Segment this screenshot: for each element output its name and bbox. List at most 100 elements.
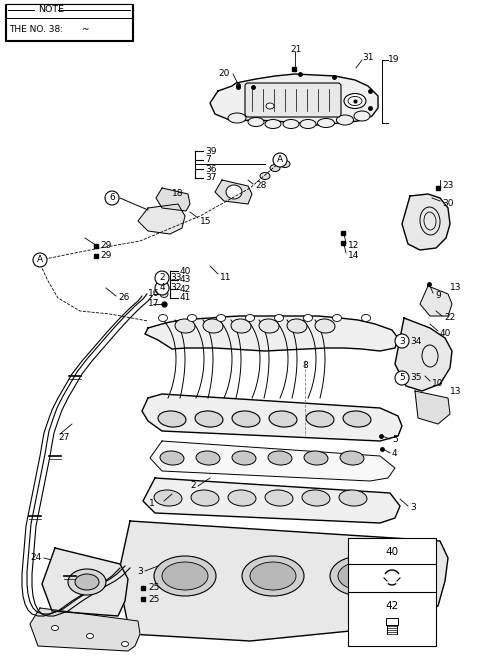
Circle shape [90,25,100,35]
Text: THE NO. 38:: THE NO. 38: [9,26,66,35]
Text: 37: 37 [205,173,216,182]
Text: 14: 14 [348,251,360,260]
Text: 13: 13 [450,283,461,293]
Circle shape [395,334,409,348]
Polygon shape [142,394,402,441]
Ellipse shape [306,411,334,427]
Ellipse shape [265,119,281,129]
Polygon shape [415,391,450,424]
Text: 13: 13 [450,386,461,396]
Ellipse shape [348,96,362,106]
Ellipse shape [300,119,316,129]
Text: 26: 26 [118,293,130,302]
Text: 5: 5 [91,28,96,37]
Text: 32: 32 [170,283,181,293]
Ellipse shape [231,319,251,333]
Text: 11: 11 [220,274,231,283]
Ellipse shape [317,119,335,127]
Polygon shape [145,316,398,351]
Ellipse shape [154,556,216,596]
Text: 10: 10 [432,380,444,388]
Ellipse shape [195,411,223,427]
Ellipse shape [266,103,274,109]
Polygon shape [143,478,400,523]
Ellipse shape [196,451,220,465]
FancyBboxPatch shape [386,618,398,625]
Circle shape [88,28,98,38]
Polygon shape [156,188,190,211]
Text: 29: 29 [100,241,111,251]
Polygon shape [420,286,452,316]
Text: 22: 22 [444,314,455,323]
FancyBboxPatch shape [245,83,341,117]
Ellipse shape [343,411,371,427]
Ellipse shape [121,642,129,647]
Text: THE NO. 38:: THE NO. 38: [8,28,65,37]
Circle shape [105,191,119,205]
Text: 1: 1 [76,26,80,35]
Ellipse shape [245,314,254,321]
Ellipse shape [228,490,256,506]
Ellipse shape [203,319,223,333]
Text: 36: 36 [205,165,216,173]
Text: 3: 3 [410,504,416,512]
Ellipse shape [250,562,296,590]
Ellipse shape [338,562,384,590]
Ellipse shape [162,562,208,590]
Ellipse shape [86,634,94,638]
Polygon shape [210,74,378,125]
Text: 31: 31 [362,54,373,62]
Text: 25: 25 [148,583,159,592]
Polygon shape [395,318,452,391]
Text: 40: 40 [440,329,451,338]
Text: 16: 16 [148,289,159,298]
Text: 2: 2 [191,482,196,491]
Polygon shape [138,204,185,234]
Text: 40: 40 [180,266,192,276]
Ellipse shape [287,319,307,333]
Ellipse shape [336,115,353,125]
Circle shape [395,371,409,385]
Text: 28: 28 [255,182,266,190]
Ellipse shape [302,490,330,506]
Ellipse shape [216,314,226,321]
Ellipse shape [228,113,246,123]
Text: 24: 24 [31,554,42,562]
Ellipse shape [158,411,186,427]
Ellipse shape [265,490,293,506]
Ellipse shape [340,451,364,465]
Ellipse shape [268,451,292,465]
Ellipse shape [361,314,371,321]
Text: 4: 4 [159,283,165,293]
Text: 42: 42 [385,601,398,611]
Text: 1: 1 [149,499,155,508]
Text: 6: 6 [109,194,115,203]
Text: 20: 20 [218,70,230,79]
Text: 5: 5 [93,26,97,35]
Ellipse shape [354,111,370,121]
Ellipse shape [226,185,242,199]
FancyBboxPatch shape [348,538,436,646]
Ellipse shape [160,451,184,465]
Text: 1: 1 [74,28,79,37]
Ellipse shape [280,161,290,167]
Text: 8: 8 [302,361,308,371]
Ellipse shape [269,411,297,427]
Polygon shape [402,194,450,250]
Text: 3: 3 [137,567,143,575]
Ellipse shape [344,94,366,108]
Ellipse shape [315,319,335,333]
Text: A: A [37,255,43,264]
Ellipse shape [304,451,328,465]
Text: 12: 12 [348,241,360,251]
Text: 3: 3 [399,337,405,346]
Ellipse shape [283,119,299,129]
Ellipse shape [188,314,196,321]
Text: 41: 41 [180,293,192,302]
Ellipse shape [339,490,367,506]
FancyBboxPatch shape [6,4,132,40]
Circle shape [73,25,83,35]
Text: NOTE: NOTE [38,5,64,14]
Text: ~: ~ [81,26,89,35]
Ellipse shape [333,314,341,321]
